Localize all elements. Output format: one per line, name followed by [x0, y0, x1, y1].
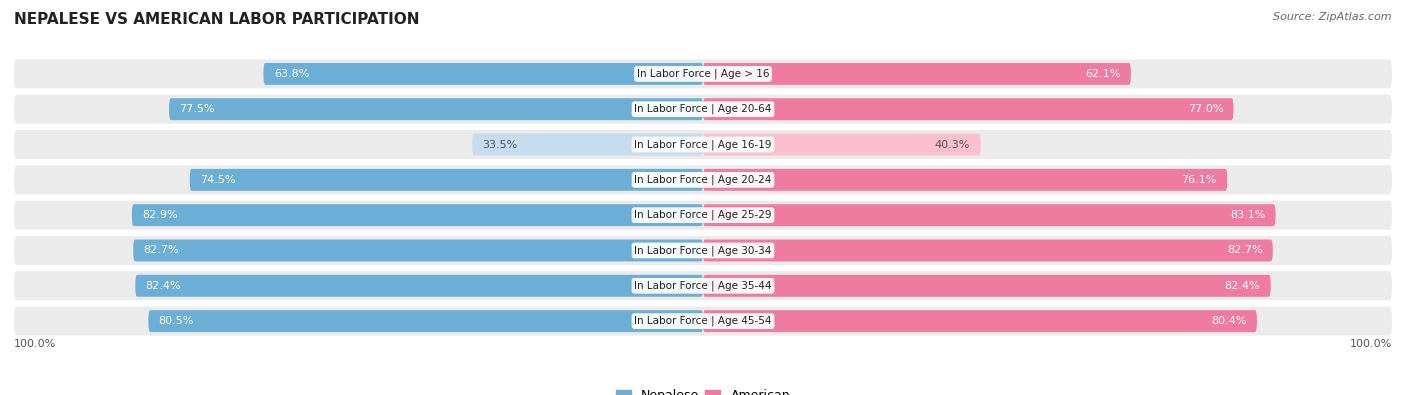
FancyBboxPatch shape	[263, 63, 703, 85]
FancyBboxPatch shape	[703, 275, 1271, 297]
FancyBboxPatch shape	[190, 169, 703, 191]
Text: 80.4%: 80.4%	[1211, 316, 1247, 326]
Text: In Labor Force | Age 45-54: In Labor Force | Age 45-54	[634, 316, 772, 326]
FancyBboxPatch shape	[14, 95, 1392, 124]
Text: 80.5%: 80.5%	[159, 316, 194, 326]
Text: 33.5%: 33.5%	[482, 139, 517, 150]
Text: 100.0%: 100.0%	[1350, 339, 1392, 349]
FancyBboxPatch shape	[134, 239, 703, 261]
FancyBboxPatch shape	[703, 204, 1275, 226]
FancyBboxPatch shape	[703, 169, 1227, 191]
Text: In Labor Force | Age 16-19: In Labor Force | Age 16-19	[634, 139, 772, 150]
Text: 74.5%: 74.5%	[200, 175, 236, 185]
Text: 82.4%: 82.4%	[1225, 281, 1260, 291]
Text: In Labor Force | Age 35-44: In Labor Force | Age 35-44	[634, 280, 772, 291]
Text: 82.4%: 82.4%	[146, 281, 181, 291]
Text: 100.0%: 100.0%	[14, 339, 56, 349]
FancyBboxPatch shape	[135, 275, 703, 297]
Text: 77.0%: 77.0%	[1188, 104, 1223, 114]
Text: In Labor Force | Age 25-29: In Labor Force | Age 25-29	[634, 210, 772, 220]
FancyBboxPatch shape	[14, 130, 1392, 159]
FancyBboxPatch shape	[169, 98, 703, 120]
FancyBboxPatch shape	[14, 166, 1392, 194]
FancyBboxPatch shape	[703, 98, 1233, 120]
Text: 76.1%: 76.1%	[1181, 175, 1218, 185]
FancyBboxPatch shape	[149, 310, 703, 332]
Text: 77.5%: 77.5%	[180, 104, 215, 114]
FancyBboxPatch shape	[703, 310, 1257, 332]
FancyBboxPatch shape	[472, 134, 703, 156]
FancyBboxPatch shape	[14, 236, 1392, 265]
Text: In Labor Force | Age 20-64: In Labor Force | Age 20-64	[634, 104, 772, 115]
FancyBboxPatch shape	[703, 63, 1130, 85]
Text: In Labor Force | Age > 16: In Labor Force | Age > 16	[637, 69, 769, 79]
Text: 40.3%: 40.3%	[935, 139, 970, 150]
Text: 82.7%: 82.7%	[1227, 245, 1263, 256]
Text: 83.1%: 83.1%	[1230, 210, 1265, 220]
Text: 62.1%: 62.1%	[1085, 69, 1121, 79]
FancyBboxPatch shape	[14, 271, 1392, 300]
FancyBboxPatch shape	[703, 134, 980, 156]
FancyBboxPatch shape	[132, 204, 703, 226]
Text: In Labor Force | Age 20-24: In Labor Force | Age 20-24	[634, 175, 772, 185]
Text: NEPALESE VS AMERICAN LABOR PARTICIPATION: NEPALESE VS AMERICAN LABOR PARTICIPATION	[14, 12, 419, 27]
Text: 63.8%: 63.8%	[274, 69, 309, 79]
Text: 82.7%: 82.7%	[143, 245, 179, 256]
FancyBboxPatch shape	[14, 201, 1392, 229]
Text: Source: ZipAtlas.com: Source: ZipAtlas.com	[1274, 12, 1392, 22]
FancyBboxPatch shape	[14, 59, 1392, 88]
FancyBboxPatch shape	[703, 239, 1272, 261]
FancyBboxPatch shape	[14, 307, 1392, 336]
Legend: Nepalese, American: Nepalese, American	[612, 384, 794, 395]
Text: 82.9%: 82.9%	[142, 210, 177, 220]
Text: In Labor Force | Age 30-34: In Labor Force | Age 30-34	[634, 245, 772, 256]
